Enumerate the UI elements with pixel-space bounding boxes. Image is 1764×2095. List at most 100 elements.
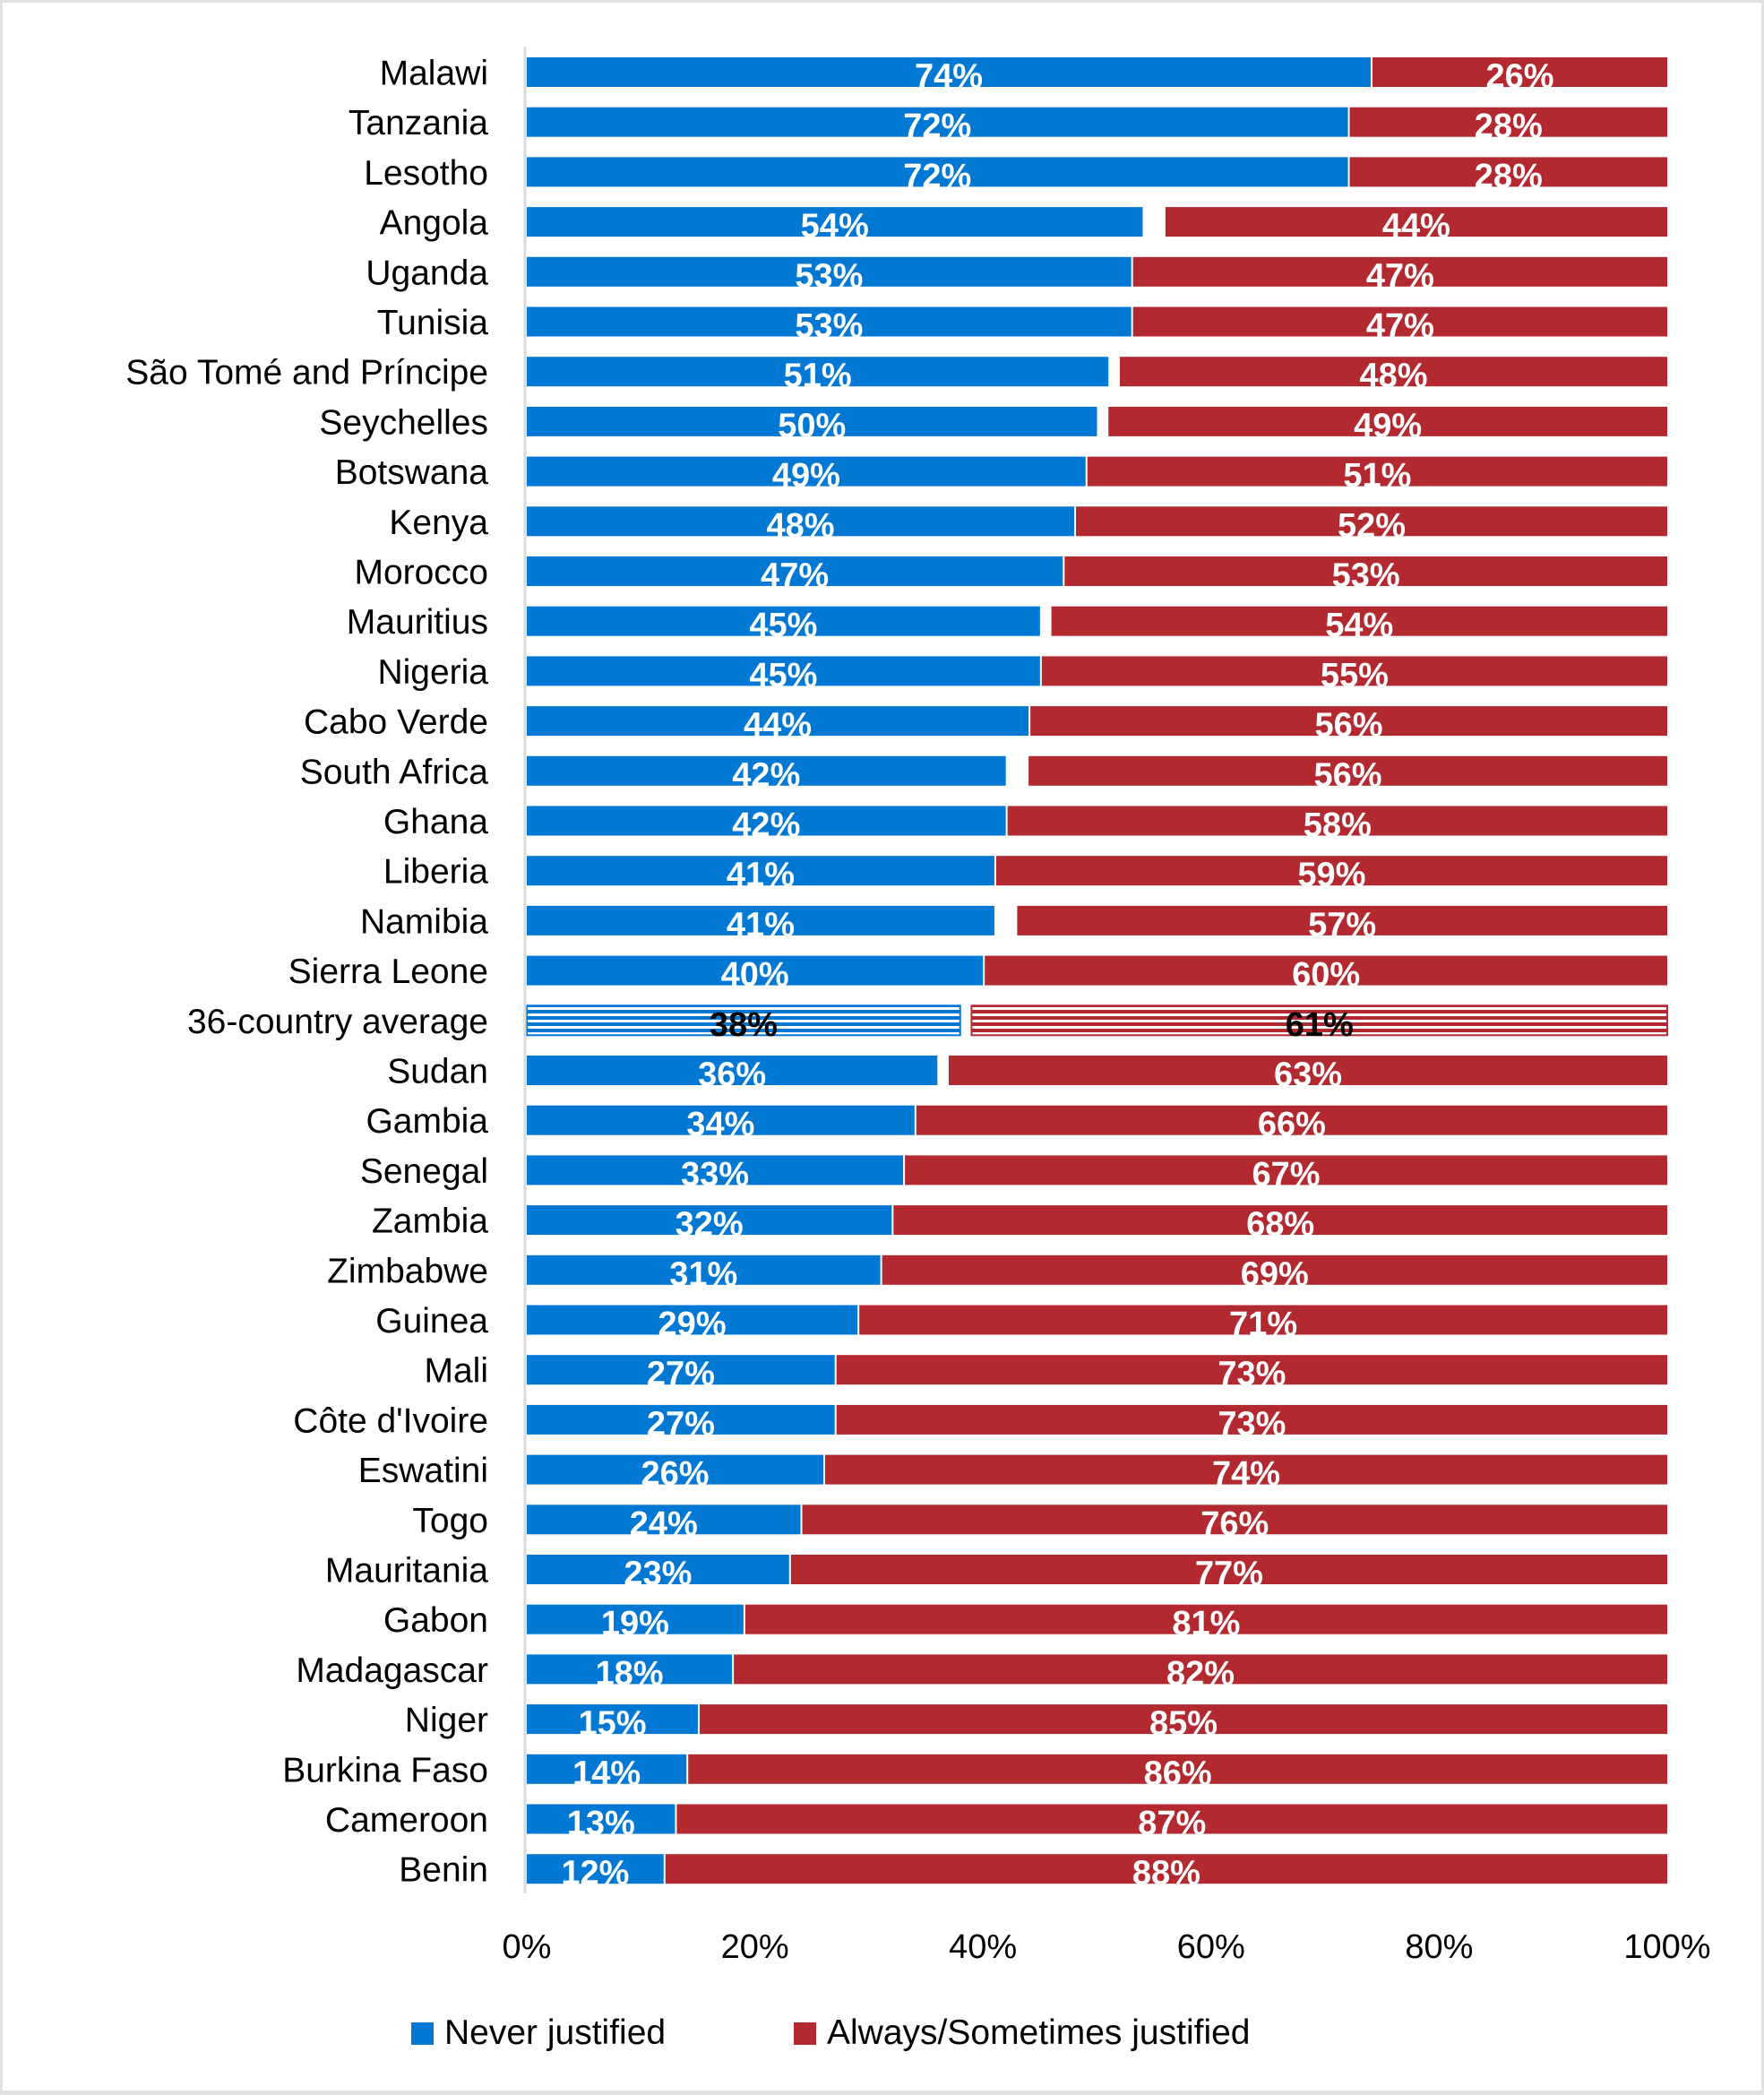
x-tick-label-40: 40% bbox=[949, 1928, 1017, 1966]
category-label-sierra-leone: Sierra Leone bbox=[288, 953, 488, 991]
category-label-mauritius: Mauritius bbox=[347, 603, 488, 642]
value-label-never-justified-angola: 54% bbox=[801, 208, 869, 246]
legend-label-never-justified: Never justified bbox=[444, 2013, 667, 2052]
value-label-always-sometimes-justified-tanzania: 28% bbox=[1475, 108, 1543, 145]
bar-always-sometimes-justified-madagascar bbox=[734, 1654, 1667, 1685]
category-label-south-africa: South Africa bbox=[300, 753, 489, 791]
category-label-madagascar: Madagascar bbox=[296, 1651, 488, 1690]
category-label-kenya: Kenya bbox=[389, 504, 488, 542]
value-label-never-justified-senegal: 33% bbox=[681, 1156, 749, 1194]
value-label-never-justified-sierra-leone: 40% bbox=[721, 956, 789, 994]
category-label-tanzania: Tanzania bbox=[348, 104, 488, 142]
bar-always-sometimes-justified-angola bbox=[1165, 207, 1667, 237]
value-label-always-sometimes-justified-36-country-average: 61% bbox=[1286, 1006, 1354, 1044]
category-label-morocco: Morocco bbox=[354, 554, 488, 592]
value-label-always-sometimes-justified-mali: 73% bbox=[1218, 1356, 1286, 1393]
value-label-always-sometimes-justified-lesotho: 28% bbox=[1475, 158, 1543, 195]
legend-item-always-sometimes-justified: Always/Sometimes justified bbox=[794, 2013, 1251, 2053]
value-label-always-sometimes-justified-sao-tome-and-principe: 48% bbox=[1359, 358, 1427, 395]
bars-group bbox=[526, 57, 1668, 1884]
value-label-always-sometimes-justified-benin: 88% bbox=[1132, 1855, 1200, 1892]
bar-always-sometimes-justified-sierra-leone bbox=[985, 955, 1667, 986]
x-tick-label-0: 0% bbox=[503, 1928, 552, 1966]
bar-never-justified-sierra-leone bbox=[527, 955, 984, 986]
category-label-tunisia: Tunisia bbox=[377, 304, 489, 342]
value-label-always-sometimes-justified-sierra-leone: 60% bbox=[1292, 956, 1360, 994]
bar-always-sometimes-justified-cote-d-ivoire bbox=[836, 1404, 1667, 1435]
value-label-never-justified-tunisia: 53% bbox=[795, 307, 863, 345]
x-tick-label-60: 60% bbox=[1177, 1928, 1245, 1966]
bar-always-sometimes-justified-malawi bbox=[1372, 57, 1667, 87]
x-tick-labels-group: 0% 20% 40% 60% 80% 100% bbox=[503, 1928, 1711, 1966]
value-label-always-sometimes-justified-kenya: 52% bbox=[1338, 507, 1406, 545]
bar-never-justified-kenya bbox=[527, 506, 1075, 537]
bar-never-justified-36-country-average bbox=[526, 1004, 961, 1037]
category-label-zimbabwe: Zimbabwe bbox=[327, 1252, 488, 1290]
bar-always-sometimes-justified-uganda bbox=[1132, 256, 1667, 287]
category-label-guinea: Guinea bbox=[375, 1302, 488, 1341]
value-label-never-justified-eswatini: 26% bbox=[641, 1455, 709, 1493]
value-label-always-sometimes-justified-togo: 76% bbox=[1200, 1505, 1269, 1543]
value-label-always-sometimes-justified-malawi: 26% bbox=[1485, 58, 1553, 96]
bar-never-justified-gambia bbox=[527, 1105, 915, 1135]
value-label-always-sometimes-justified-nigeria: 55% bbox=[1321, 657, 1389, 694]
bar-always-sometimes-justified-36-country-average bbox=[970, 1004, 1668, 1037]
value-label-never-justified-36-country-average: 38% bbox=[710, 1006, 778, 1044]
x-tick-label-20: 20% bbox=[721, 1928, 789, 1966]
bar-always-sometimes-justified-benin bbox=[665, 1854, 1667, 1884]
value-label-never-justified-cote-d-ivoire: 27% bbox=[647, 1405, 715, 1443]
category-label-sudan: Sudan bbox=[387, 1053, 488, 1091]
value-label-always-sometimes-justified-zambia: 68% bbox=[1246, 1206, 1314, 1244]
value-label-always-sometimes-justified-burkina-faso: 86% bbox=[1144, 1754, 1212, 1792]
bar-never-justified-namibia bbox=[527, 905, 994, 935]
bar-never-justified-guinea bbox=[527, 1305, 858, 1335]
bar-always-sometimes-justified-senegal bbox=[905, 1155, 1667, 1185]
value-label-never-justified-namibia: 41% bbox=[727, 906, 795, 944]
value-label-never-justified-gabon: 19% bbox=[601, 1605, 669, 1642]
value-label-always-sometimes-justified-botswana: 51% bbox=[1343, 457, 1411, 495]
value-label-never-justified-liberia: 41% bbox=[727, 857, 795, 894]
value-label-never-justified-kenya: 48% bbox=[766, 507, 834, 545]
bar-never-justified-uganda bbox=[527, 256, 1132, 287]
bar-always-sometimes-justified-mali bbox=[836, 1355, 1667, 1385]
bar-never-justified-ghana bbox=[527, 806, 1006, 836]
bar-never-justified-zimbabwe bbox=[527, 1254, 881, 1285]
value-label-never-justified-niger: 15% bbox=[578, 1705, 646, 1743]
category-label-seychelles: Seychelles bbox=[319, 403, 488, 442]
bar-always-sometimes-justified-cabo-verde bbox=[1030, 706, 1667, 737]
bar-never-justified-cote-d-ivoire bbox=[527, 1404, 835, 1435]
value-label-always-sometimes-justified-angola: 44% bbox=[1382, 208, 1450, 246]
value-label-always-sometimes-justified-cote-d-ivoire: 73% bbox=[1218, 1405, 1286, 1443]
bar-always-sometimes-justified-togo bbox=[802, 1504, 1667, 1535]
value-label-never-justified-mauritania: 23% bbox=[624, 1556, 692, 1593]
value-label-always-sometimes-justified-gambia: 66% bbox=[1258, 1106, 1326, 1143]
bar-never-justified-senegal bbox=[527, 1155, 904, 1185]
category-label-togo: Togo bbox=[412, 1502, 488, 1540]
bar-never-justified-zambia bbox=[527, 1205, 892, 1236]
category-label-namibia: Namibia bbox=[360, 902, 488, 941]
bar-always-sometimes-justified-namibia bbox=[1017, 905, 1667, 935]
value-label-always-sometimes-justified-uganda: 47% bbox=[1366, 257, 1434, 295]
category-label-burkina-faso: Burkina Faso bbox=[282, 1751, 488, 1789]
value-label-never-justified-ghana: 42% bbox=[732, 806, 800, 844]
value-label-never-justified-nigeria: 45% bbox=[749, 657, 817, 694]
value-label-always-sometimes-justified-south-africa: 56% bbox=[1314, 756, 1382, 794]
value-label-always-sometimes-justified-sudan: 63% bbox=[1274, 1056, 1342, 1094]
value-label-never-justified-seychelles: 50% bbox=[778, 407, 846, 444]
bar-never-justified-botswana bbox=[527, 456, 1086, 487]
category-label-benin: Benin bbox=[399, 1851, 488, 1890]
value-label-never-justified-benin: 12% bbox=[561, 1855, 629, 1892]
bar-always-sometimes-justified-seychelles bbox=[1108, 406, 1667, 436]
bar-never-justified-gabon bbox=[527, 1604, 744, 1634]
value-label-never-justified-sudan: 36% bbox=[698, 1056, 766, 1094]
bar-always-sometimes-justified-gabon bbox=[744, 1604, 1667, 1634]
value-label-never-justified-morocco: 47% bbox=[761, 557, 829, 595]
bar-always-sometimes-justified-niger bbox=[699, 1704, 1668, 1735]
bar-always-sometimes-justified-south-africa bbox=[1028, 755, 1667, 786]
legend-swatch-never-justified bbox=[411, 2022, 434, 2045]
category-label-gabon: Gabon bbox=[383, 1601, 488, 1640]
bar-always-sometimes-justified-liberia bbox=[995, 856, 1667, 886]
category-label-botswana: Botswana bbox=[335, 453, 489, 492]
category-label-angola: Angola bbox=[380, 204, 489, 243]
value-label-never-justified-madagascar: 18% bbox=[596, 1655, 664, 1693]
